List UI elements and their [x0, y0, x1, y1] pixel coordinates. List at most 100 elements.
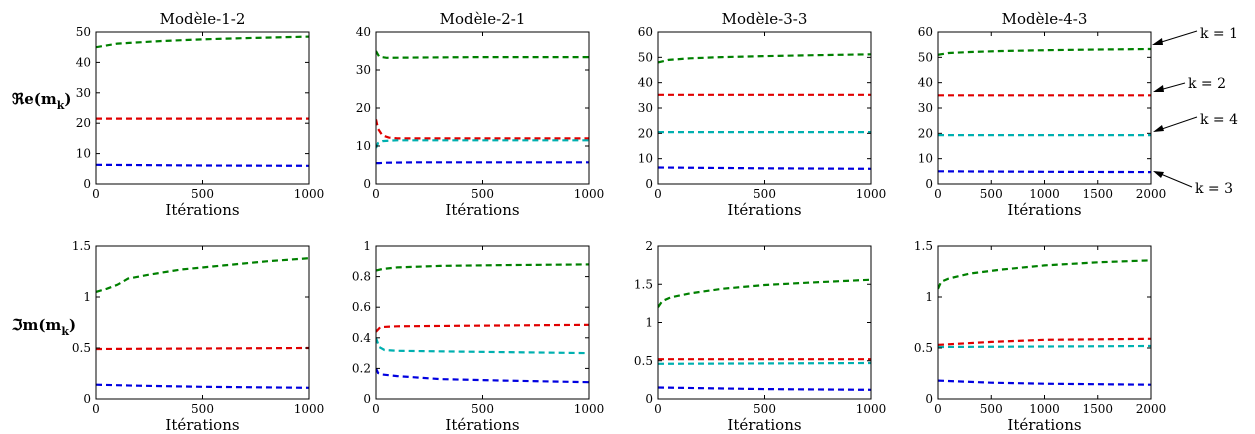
axes-frame: [937, 245, 1152, 400]
subplot-7: 0 500 1000 0 0.5 1 1.5 2 Itérations: [634, 239, 886, 434]
series-line-k3: [96, 163, 309, 167]
x-tick-label: 0: [372, 187, 380, 201]
series-line-k4: [376, 337, 589, 355]
y-tick-label: 1.5: [72, 239, 91, 253]
x-tick-label: 0: [92, 402, 100, 416]
x-tick-label: 500: [753, 187, 776, 201]
x-tick-label: 500: [471, 402, 494, 416]
y-tick-label: 0: [645, 392, 653, 406]
y-tick-label: 50: [76, 25, 91, 39]
legend-arrowhead-k4: [1153, 125, 1164, 132]
x-tick-label: 1000: [574, 402, 605, 416]
subplot-title: Modèle-1-2: [160, 10, 246, 28]
series-line-k3: [658, 386, 871, 391]
legend-label-k2: k = 2: [1188, 76, 1226, 92]
x-axis-label: Itérations: [727, 201, 801, 219]
x-tick-label: 500: [980, 187, 1003, 201]
legend-arrowhead-k1: [1152, 38, 1163, 45]
y-tick-label: 0.4: [352, 331, 371, 345]
legend-label-k4: k = 4: [1200, 112, 1238, 128]
series-group: [96, 35, 309, 167]
x-axis-label: Itérations: [727, 416, 801, 434]
y-tick-label: 0: [925, 392, 933, 406]
series-group: [376, 50, 589, 165]
x-axis-label: Itérations: [165, 201, 239, 219]
y-tick-label: 0.6: [352, 300, 371, 314]
series-line-k2: [376, 323, 589, 333]
x-tick-label: 1000: [294, 187, 325, 201]
y-tick-label: 50: [918, 50, 933, 64]
subplot-grid: Modèle-1-20 500 100001020304050ItérationsM…: [72, 10, 1166, 434]
x-tick-label: 1000: [1029, 187, 1060, 201]
y-tick-label: 0.5: [914, 341, 933, 355]
x-tick-label: 0: [92, 187, 100, 201]
y-tick-label: 40: [918, 76, 933, 90]
x-axis-label: Itérations: [1007, 201, 1081, 219]
legend-annotations: k = 1 k = 2 k = 4 k = 3: [1152, 26, 1238, 197]
legend-label-k3: k = 3: [1195, 181, 1233, 197]
x-axis-label: Itérations: [445, 201, 519, 219]
y-tick-label: 60: [638, 25, 653, 39]
y-tick-label: 30: [918, 101, 933, 115]
y-tick-label: 0: [363, 392, 371, 406]
x-tick-label: 0: [372, 402, 380, 416]
y-tick-label: 0.2: [352, 361, 371, 375]
y-tick-label: 20: [918, 126, 933, 140]
series-line-k3: [658, 166, 871, 170]
ylabel-im: ℑm(mk): [11, 316, 76, 338]
ylabel-re: ℜe(mk): [12, 90, 71, 112]
y-tick-label: 10: [356, 139, 371, 153]
y-tick-label: 0.5: [72, 341, 91, 355]
x-tick-label: 500: [191, 187, 214, 201]
x-tick-label: 0: [654, 187, 662, 201]
subplot-2: Modèle-2-1 0 500 1000 0 10 20 30 40 Itérations: [356, 10, 605, 219]
y-tick-label: 2: [645, 239, 653, 253]
series-line-k1: [96, 35, 309, 49]
x-tick-label: 1000: [574, 187, 605, 201]
series-line-k1: [96, 257, 309, 293]
series-line-k1: [658, 53, 871, 64]
x-tick-label: 1000: [856, 187, 887, 201]
ylabel-im-main: ℑm(m: [11, 316, 61, 334]
subplot-5: 0 500 1000 0 0.5 1 1.5 Itérations: [72, 239, 324, 434]
series-line-k3: [938, 379, 1151, 386]
subplot-8: 0 500 1000 1500 2000 0 0.5 1 1.5 Itérations: [914, 239, 1166, 434]
y-tick-label: 0: [363, 177, 371, 191]
subplot-title: Modèle-3-3: [722, 10, 808, 28]
x-tick-label: 1000: [856, 402, 887, 416]
y-tick-label: 0.5: [634, 354, 653, 368]
x-tick-label: 1000: [1029, 402, 1060, 416]
subplot-6: 0 500 1000 0 0.2 0.4 0.6 0.8 1 Itérations: [352, 239, 604, 434]
x-axis-label: Itérations: [1007, 416, 1081, 434]
y-tick-label: 10: [918, 152, 933, 166]
y-tick-label: 10: [76, 147, 91, 161]
y-tick-label: 0: [645, 177, 653, 191]
series-line-k2: [376, 119, 589, 140]
axes-frame: [95, 31, 310, 185]
x-tick-label: 2000: [1136, 187, 1167, 201]
y-tick-label: 20: [638, 126, 653, 140]
y-tick-label: 1: [645, 316, 653, 330]
subplot-1: Modèle-1-2 0 500 1000 0 10 20 30 40 50 Itérations: [76, 10, 325, 219]
subplot-3: Modèle-3-3 0 500 1000 0 10 20 30 40 50 60 Itération…: [638, 10, 887, 219]
legend-arrowhead-k3: [1153, 171, 1164, 178]
series-group: [376, 263, 589, 384]
series-group: [96, 257, 309, 389]
y-tick-label: 10: [638, 152, 653, 166]
y-tick-label: 60: [918, 25, 933, 39]
legend-label-k1: k = 1: [1200, 26, 1238, 42]
y-tick-label: 1.5: [914, 239, 933, 253]
series-line-k3: [96, 383, 309, 389]
legend-arrowhead-k2: [1153, 85, 1164, 92]
x-tick-label: 1500: [1082, 187, 1113, 201]
axes-frame: [937, 31, 1152, 185]
x-tick-label: 2000: [1136, 402, 1167, 416]
series-line-k1: [376, 50, 589, 59]
series-line-k4: [376, 139, 589, 149]
ylabel-re-main: ℜe(m: [12, 90, 57, 108]
ylabel-re-close: ): [64, 90, 71, 108]
x-tick-label: 500: [471, 187, 494, 201]
series-line-k4: [658, 361, 871, 365]
y-tick-label: 0: [83, 177, 91, 191]
x-tick-label: 1000: [294, 402, 325, 416]
